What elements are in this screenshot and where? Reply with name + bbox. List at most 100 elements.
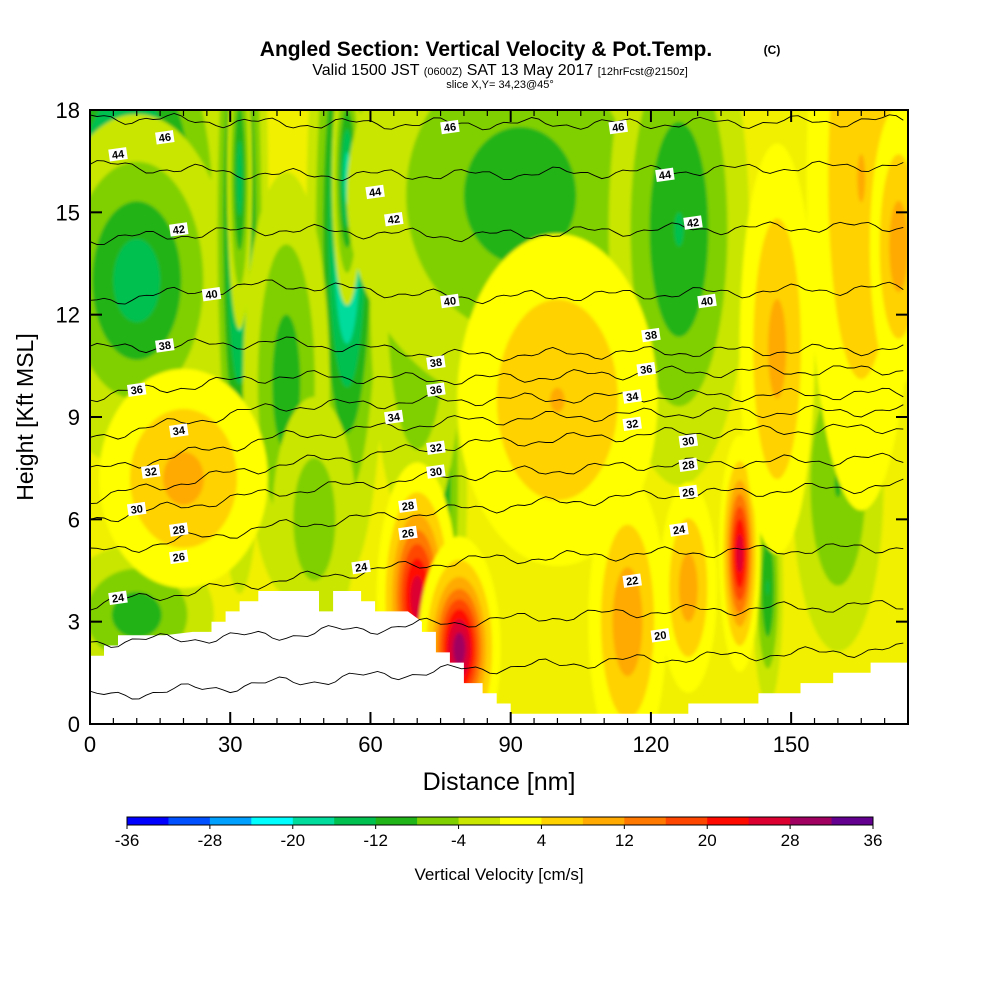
colorbar-swatch [790, 817, 833, 825]
isentrope-24 [90, 543, 904, 611]
colorbar-swatch [458, 817, 501, 825]
isentrope-label: 42 [169, 222, 189, 237]
isentrope-20 [90, 642, 904, 700]
isentrope-label-box [669, 522, 689, 537]
isentrope-label-box [650, 628, 671, 643]
isentrope-label-text: 38 [158, 340, 172, 354]
isentrope-label-text: 40 [443, 295, 457, 309]
isentrope-label-text: 24 [672, 524, 687, 538]
velocity-cell [99, 368, 268, 588]
isentrope-label-text: 28 [401, 500, 415, 514]
isentrope-label: 46 [440, 119, 460, 135]
isentrope-label-text: 20 [654, 629, 668, 643]
isentrope-label: 26 [678, 484, 699, 500]
isentrope-label-box [398, 525, 418, 541]
isentrope-label-text: 24 [111, 592, 126, 606]
colorbar-label: Vertical Velocity [cm/s] [414, 865, 583, 884]
isentrope-label-text: 30 [682, 435, 696, 449]
isentrope-label: 24 [351, 559, 371, 575]
velocity-band [766, 579, 769, 596]
isentrope-label-box [683, 215, 703, 230]
isentrope-label: 24 [108, 590, 128, 606]
velocity-band [293, 457, 336, 581]
isentrope-label-text: 34 [172, 425, 187, 439]
isentrope-label-text: 32 [625, 418, 639, 432]
isentrope-label-box [155, 130, 175, 145]
colorbar-tick-label: 12 [615, 831, 634, 850]
isentrope-label-text: 26 [172, 551, 186, 565]
isentrope-label-text: 38 [429, 357, 443, 371]
isentrope-label-text: 46 [443, 121, 457, 135]
isentrope-label-box [155, 338, 175, 353]
isentrope-40 [90, 279, 904, 305]
isentrope-28 [90, 452, 904, 523]
isentrope-label-box [201, 287, 222, 302]
isentrope-label-text: 34 [625, 391, 640, 405]
isentrope-label-text: 38 [644, 329, 658, 343]
isentrope-label: 30 [426, 464, 446, 479]
y-tick-label: 18 [56, 98, 80, 123]
isentrope-label-box [426, 464, 446, 479]
colorbar-swatch [334, 817, 377, 825]
isentrope-label-box [678, 457, 699, 472]
isentrope-label-box [169, 549, 189, 565]
pot-temp-labels: 46 46 46 44 44 44 42 42 42 40 40 40 38 38 38 36 36 36 34 34… [108, 119, 717, 643]
isentrope-36 [90, 365, 904, 403]
isentrope-label-text: 36 [130, 384, 144, 398]
y-tick-label: 9 [68, 405, 80, 430]
y-tick-label: 0 [68, 712, 80, 737]
isentrope-label-text: 40 [700, 295, 714, 309]
isentrope-label: 36 [126, 382, 147, 398]
x-tick-label: 30 [218, 732, 242, 757]
isentrope-label: 46 [155, 130, 175, 145]
colorbar-swatch [500, 817, 542, 825]
isentrope-label: 30 [126, 501, 147, 517]
velocity-band [453, 632, 466, 666]
chart-title-units: (C) [764, 43, 781, 57]
velocity-band [889, 200, 908, 293]
y-tick-label: 3 [68, 610, 80, 635]
isentrope-label-text: 32 [429, 442, 443, 456]
isentrope-label: 28 [398, 498, 418, 514]
isentrope-label-box [426, 440, 446, 455]
isentrope-label-box [384, 409, 404, 425]
isentrope-38 [90, 336, 904, 362]
y-tick-label: 15 [56, 200, 80, 225]
isentrope-32 [90, 404, 904, 469]
colorbar-swatch [665, 817, 708, 825]
isentrope-label-text: 22 [625, 575, 639, 589]
isentrope-label: 46 [608, 119, 628, 135]
x-tick-label: 150 [773, 732, 810, 757]
isentrope-label-box [126, 501, 147, 517]
isentrope-label-text: 36 [429, 384, 443, 398]
isentrope-label: 34 [169, 423, 189, 438]
colorbar-tick-label: -20 [280, 831, 305, 850]
velocity-band [463, 126, 577, 264]
isentrope-34 [90, 387, 904, 440]
isentrope-label: 38 [641, 327, 661, 343]
isentrope-label-box [636, 362, 656, 377]
isentrope-label: 36 [426, 382, 446, 398]
isentrope-label: 28 [678, 457, 699, 473]
isentrope-label: 26 [169, 549, 189, 565]
isentrope-label-box [622, 573, 642, 588]
colorbar-tick-label: 36 [864, 831, 883, 850]
y-tick-label: 6 [68, 507, 80, 532]
isentrope-label-text: 26 [401, 527, 415, 541]
isentrope-label-box [678, 433, 699, 449]
chart-valid-time: Valid 1500 JST (0600Z) SAT 13 May 2017 [… [312, 62, 688, 79]
colorbar-swatch [707, 817, 750, 825]
isentrope-label: 40 [201, 287, 222, 302]
isentrope-label-text: 24 [354, 561, 369, 575]
isentrope-label-text: 44 [368, 186, 383, 200]
terrain [90, 591, 908, 724]
isentrope-label: 34 [622, 389, 642, 404]
velocity-band [612, 567, 643, 677]
isentrope-label: 22 [622, 573, 642, 589]
isentrope-label: 42 [683, 215, 703, 230]
colorbar-swatch [417, 817, 460, 825]
valid-zulu: (0600Z) [424, 66, 463, 78]
colorbar-tick-label: -36 [115, 831, 140, 850]
colorbar-tick-label: -12 [363, 831, 388, 850]
